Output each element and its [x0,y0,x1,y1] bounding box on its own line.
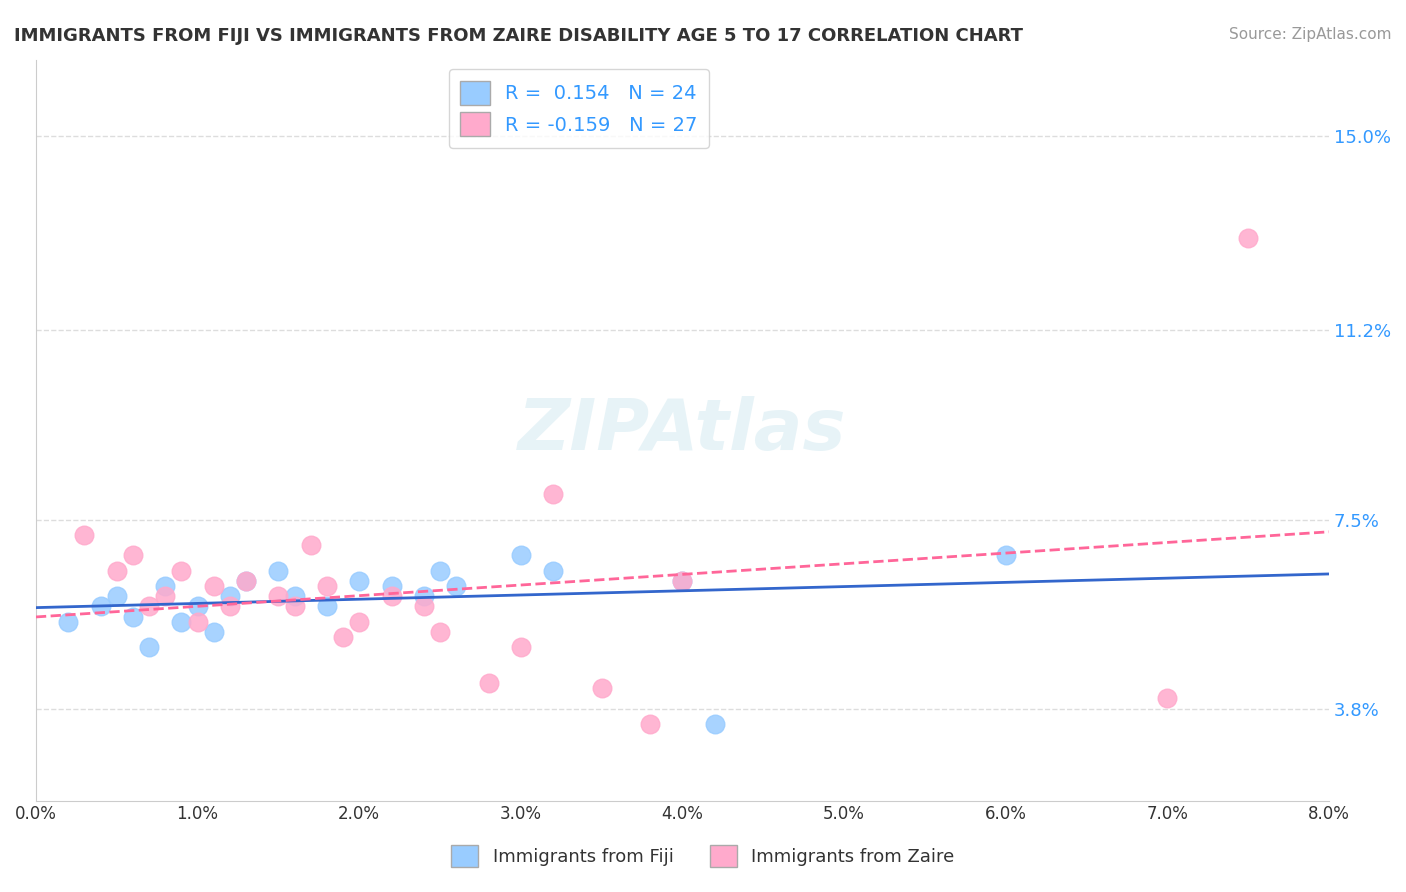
Point [138,640,160,655]
Point [235,574,257,588]
Point [412,599,434,614]
Point [429,564,451,578]
Point [267,589,290,603]
Point [380,579,402,593]
Point [235,574,257,588]
Point [170,564,193,578]
Point [283,599,305,614]
Point [283,589,305,603]
Point [155,579,177,593]
Point [671,574,693,588]
Point [219,589,242,603]
Point [73,528,96,542]
Text: Source: ZipAtlas.com: Source: ZipAtlas.com [1229,27,1392,42]
Point [202,624,225,639]
Point [105,589,128,603]
Point [299,538,322,552]
Text: IMMIGRANTS FROM FIJI VS IMMIGRANTS FROM ZAIRE DISABILITY AGE 5 TO 17 CORRELATION: IMMIGRANTS FROM FIJI VS IMMIGRANTS FROM … [14,27,1024,45]
Point [1156,691,1178,706]
Point [105,564,128,578]
Point [332,630,354,644]
Point [347,574,370,588]
Point [509,640,531,655]
Point [267,564,290,578]
Point [380,589,402,603]
Point [444,579,467,593]
Point [315,579,337,593]
Legend: R =  0.154   N = 24, R = -0.159   N = 27: R = 0.154 N = 24, R = -0.159 N = 27 [449,70,709,148]
Point [187,599,209,614]
Point [509,549,531,563]
Point [412,589,434,603]
Point [541,487,564,501]
Point [541,564,564,578]
Point [170,615,193,629]
Point [187,615,209,629]
Point [477,676,499,690]
Point [638,717,661,731]
Point [122,609,145,624]
Point [703,717,725,731]
Point [202,579,225,593]
Point [122,549,145,563]
Point [347,615,370,629]
Point [90,599,112,614]
Text: ZIPAtlas: ZIPAtlas [519,396,846,465]
Point [671,574,693,588]
Legend: Immigrants from Fiji, Immigrants from Zaire: Immigrants from Fiji, Immigrants from Za… [444,838,962,874]
Point [429,624,451,639]
Point [219,599,242,614]
Point [315,599,337,614]
Point [1237,231,1260,245]
Point [994,549,1017,563]
Point [155,589,177,603]
Point [591,681,613,696]
Point [138,599,160,614]
Point [58,615,80,629]
